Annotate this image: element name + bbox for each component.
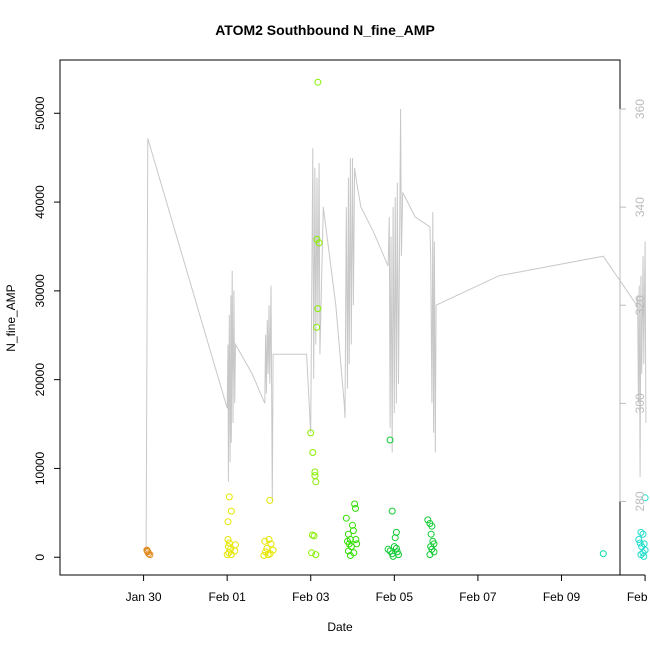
- x-tick-label-5: Feb 09: [543, 590, 581, 604]
- x-tick-label-1: Feb 01: [208, 590, 246, 604]
- scatter-points: [143, 78, 649, 560]
- data-point-s4-12: [424, 516, 432, 524]
- y-axis-label: N_fine_AMP: [4, 284, 18, 351]
- data-point-s3-10: [352, 536, 360, 543]
- data-point-s2-7: [308, 549, 316, 557]
- data-point-s1-16: [265, 536, 273, 543]
- gray-series-line: [145, 108, 647, 551]
- data-point-s1-0: [225, 493, 233, 501]
- data-point-s1-3: [224, 536, 232, 543]
- data-point-s3-8: [351, 500, 359, 508]
- y-tick-label-4: 40000: [33, 185, 47, 219]
- data-point-s2-12: [314, 305, 322, 313]
- data-point-s4-15: [427, 530, 435, 538]
- data-point-s1-4: [225, 539, 233, 547]
- y-tick-label-5: 50000: [33, 96, 47, 130]
- data-point-s3-6: [349, 521, 356, 529]
- y-right-tick-label-3: 340: [633, 197, 647, 217]
- data-point-s4-6: [391, 534, 399, 542]
- data-point-s3-11: [353, 540, 361, 548]
- x-tick-label-0: Jan 30: [126, 590, 162, 604]
- data-point-s5-0: [599, 550, 607, 558]
- data-point-s4-1: [388, 507, 396, 515]
- gray-line-series: [145, 108, 647, 551]
- y-tick-label-0: 0: [33, 554, 47, 561]
- data-point-s4-21: [426, 551, 434, 559]
- data-point-s1-10: [231, 547, 239, 555]
- y-tick-label-2: 20000: [33, 363, 47, 397]
- data-point-s6-7: [639, 549, 647, 557]
- y-axis-left: 0 10000 20000 30000 40000 50000: [33, 96, 61, 561]
- data-point-s3-14: [346, 552, 354, 559]
- y-right-tick-label-1: 300: [633, 393, 647, 413]
- x-axis: Jan 30 Feb 01 Feb 03 Feb 05 Feb 07 Feb 09 Feb …: [126, 574, 650, 604]
- y-right-tick-label-4: 360: [633, 99, 647, 119]
- y-right-tick-label-2: 320: [633, 295, 647, 315]
- data-point-s2-4: [312, 478, 320, 486]
- data-point-s1-2: [224, 518, 232, 526]
- x-tick-label-6: Feb 11: [627, 590, 650, 604]
- data-point-s2-11: [315, 239, 323, 247]
- chart-title: ATOM2 Southbound N_fine_AMP: [215, 22, 435, 38]
- data-point-s2-13: [313, 323, 321, 331]
- data-point-s2-10: [313, 235, 321, 243]
- data-point-s2-6: [308, 531, 316, 539]
- data-point-s3-0: [342, 514, 350, 522]
- data-point-s6-3: [636, 539, 644, 547]
- data-point-s4-11: [392, 544, 400, 552]
- y-right-tick-label-0: 280: [633, 491, 647, 511]
- data-point-s3-7: [349, 527, 357, 535]
- data-point-s4-5: [390, 543, 398, 551]
- data-point-s1-12: [261, 537, 269, 545]
- data-point-s0-4: [143, 547, 151, 555]
- data-point-s1-17: [266, 496, 274, 504]
- data-point-s4-2: [384, 545, 392, 553]
- data-point-s6-1: [639, 530, 647, 538]
- x-tick-label-4: Feb 07: [459, 590, 497, 604]
- data-point-s1-6: [227, 545, 234, 553]
- data-point-s2-2: [311, 468, 319, 476]
- x-axis-label: Date: [327, 620, 353, 634]
- y-tick-label-1: 10000: [33, 451, 47, 485]
- data-point-s3-9: [352, 504, 359, 512]
- data-point-s6-10: [641, 494, 649, 502]
- data-point-s1-1: [227, 507, 235, 515]
- data-point-s2-1: [309, 449, 317, 456]
- data-point-s2-8: [312, 551, 320, 559]
- data-point-s1-18: [267, 540, 275, 548]
- data-point-s4-14: [428, 522, 436, 530]
- data-point-s2-0: [307, 429, 315, 437]
- data-point-s1-21: [266, 550, 274, 558]
- data-point-s1-20: [260, 552, 268, 559]
- data-point-s6-9: [640, 552, 648, 560]
- data-point-s4-10: [389, 552, 397, 560]
- x-tick-label-2: Feb 03: [292, 590, 330, 604]
- data-point-s4-0: [386, 436, 394, 444]
- data-point-s4-7: [392, 528, 400, 536]
- data-point-s2-9: [314, 78, 322, 86]
- y-axis-right: 280 300 320 340 360: [619, 99, 647, 511]
- data-point-s1-11: [223, 551, 231, 559]
- y-tick-label-3: 30000: [33, 274, 47, 308]
- data-point-s6-0: [637, 528, 645, 536]
- data-point-s6-2: [635, 536, 643, 543]
- x-tick-label-3: Feb 05: [376, 590, 414, 604]
